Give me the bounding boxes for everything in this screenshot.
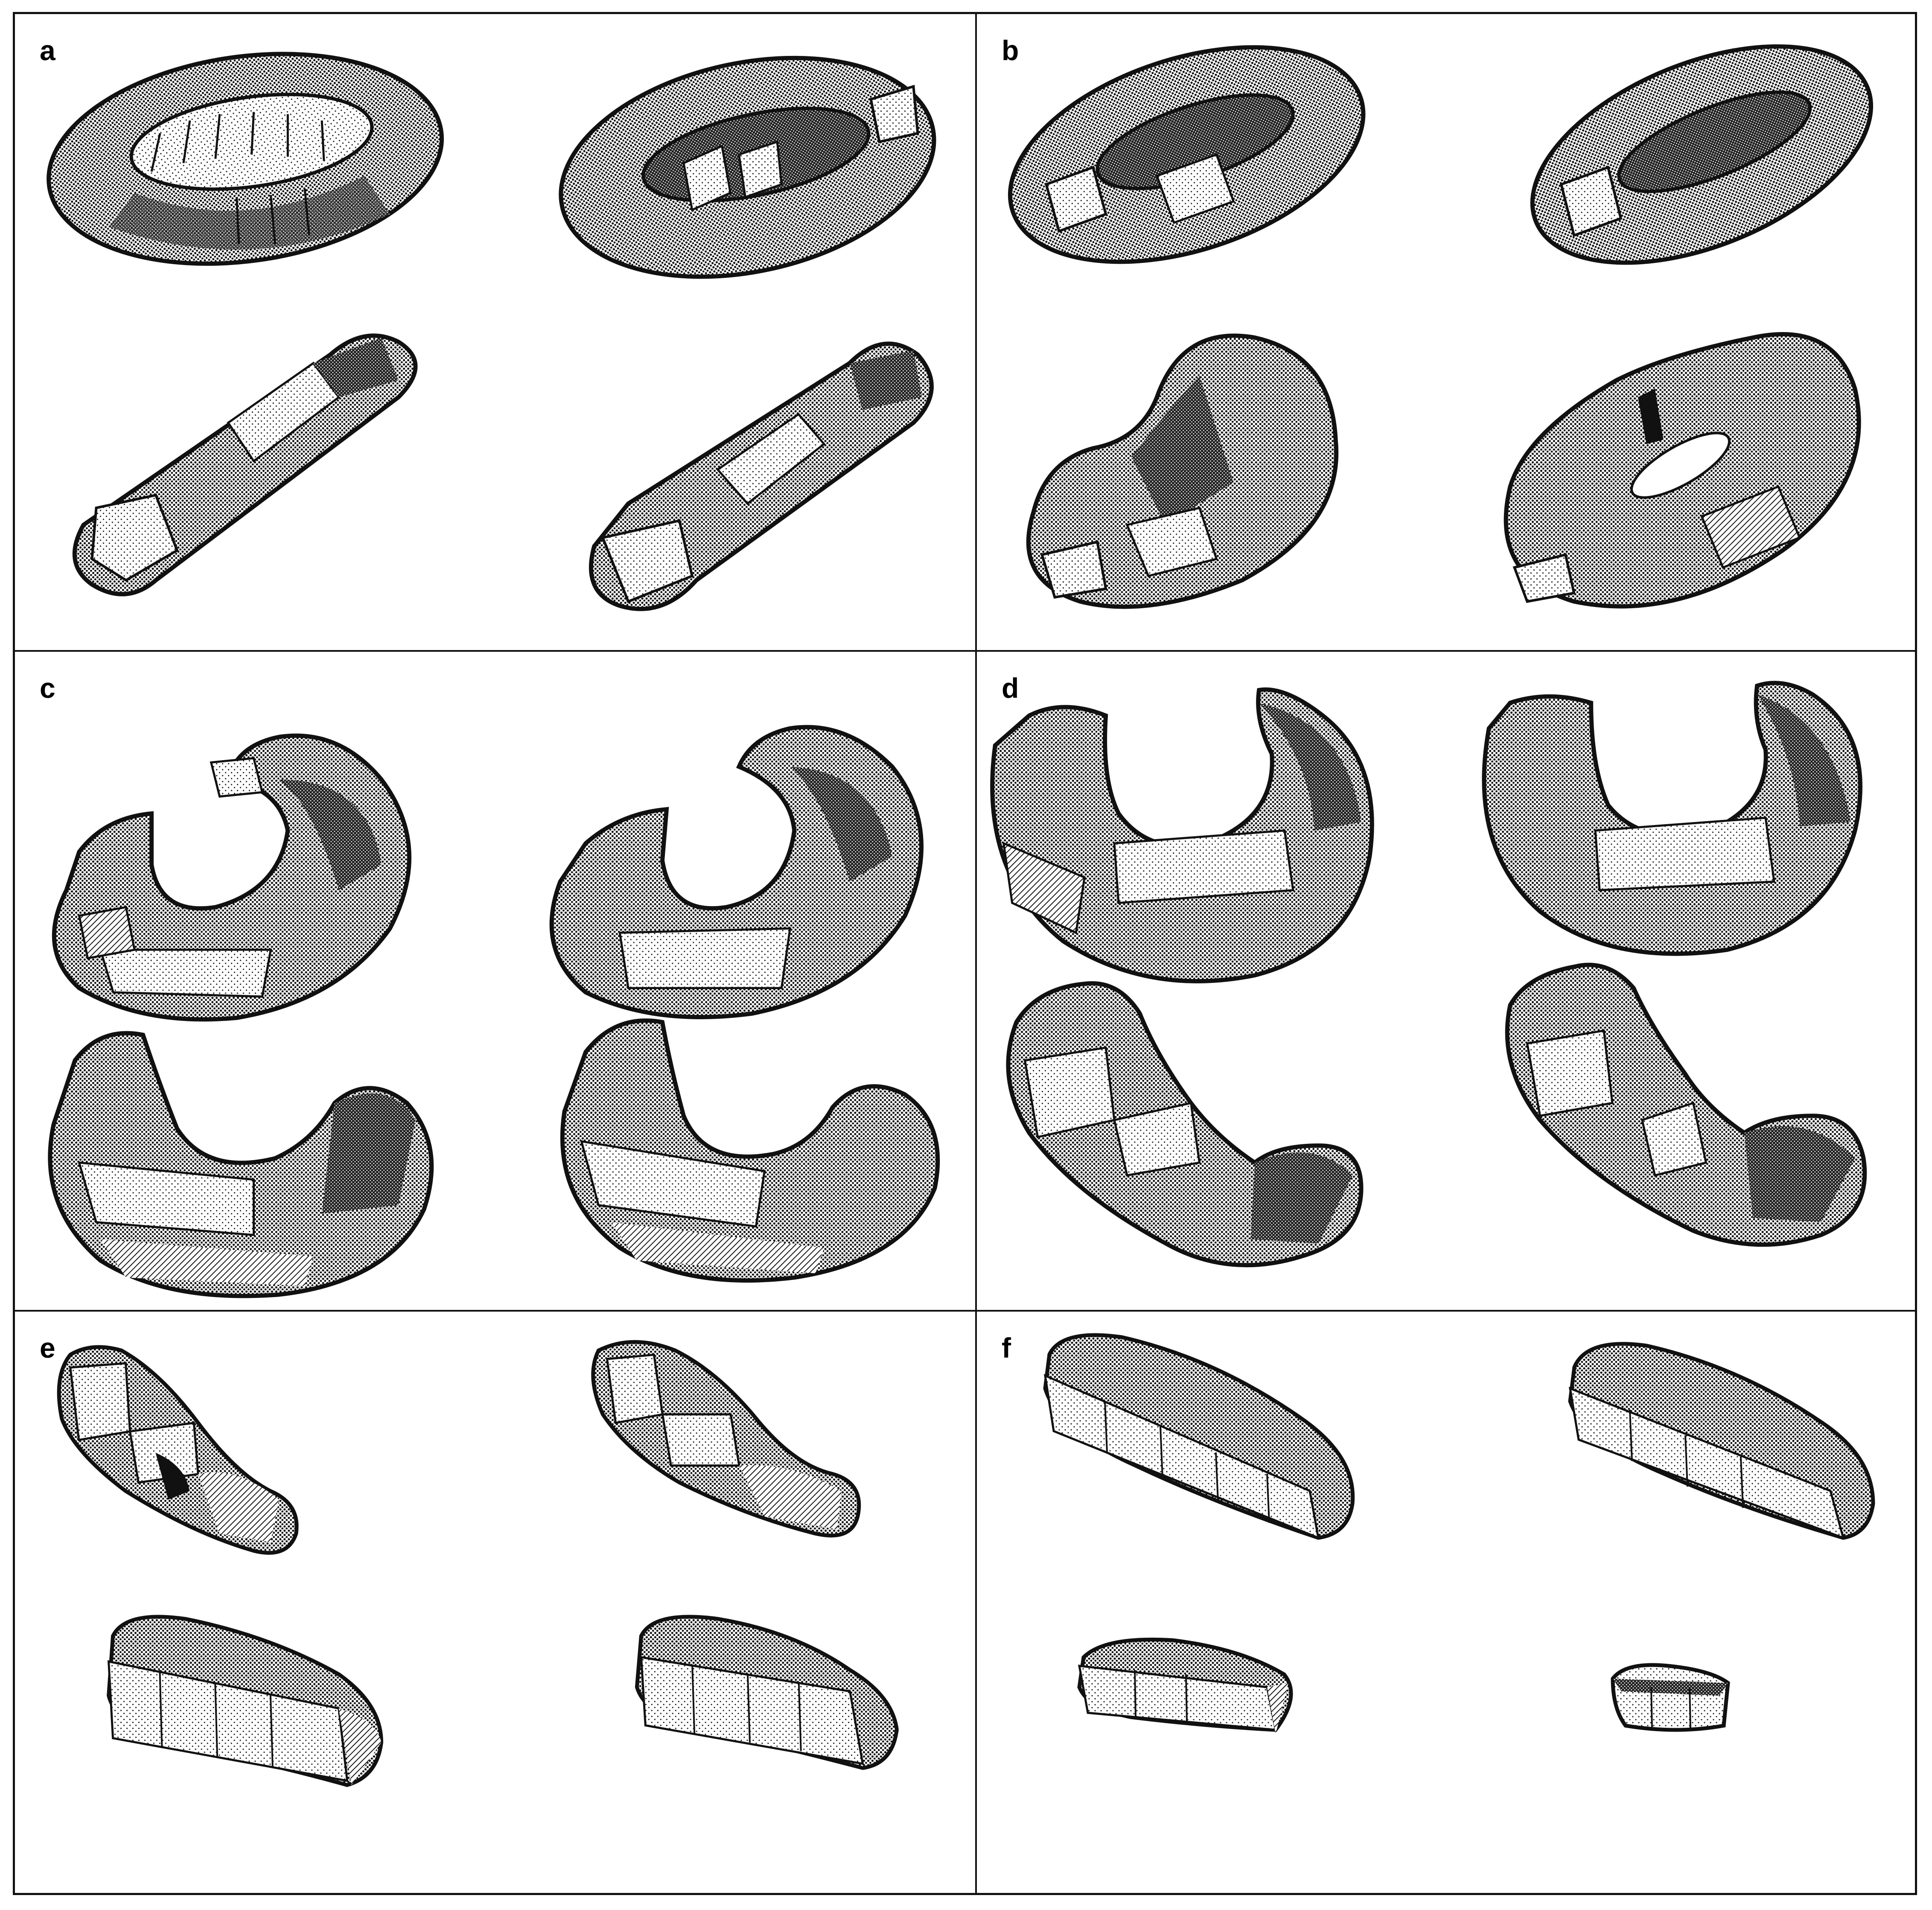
panel-label: d (1002, 672, 1019, 704)
panel-e-shapes (57, 1340, 899, 1787)
panel-d: d (977, 652, 1915, 1312)
panel-f-shapes (1043, 1333, 1875, 1734)
panel-a-shapes (47, 52, 936, 611)
box-shape (1611, 1663, 1730, 1732)
torus-shape (1530, 44, 1873, 265)
c-shape (549, 725, 924, 1019)
torus-shape (1008, 45, 1366, 264)
bean-shape (591, 1340, 861, 1538)
panel-label: b (1002, 35, 1019, 66)
torus-shape (47, 52, 444, 266)
panel-c: c (15, 652, 977, 1312)
panel-a: a (15, 14, 977, 652)
box-shape (635, 1615, 899, 1770)
panel-label: f (1002, 1332, 1011, 1364)
box-shape (1043, 1333, 1355, 1540)
c-shape (560, 1018, 940, 1283)
bean-shape (1006, 981, 1364, 1268)
box-shape (1077, 1637, 1293, 1734)
figure: a (13, 12, 1917, 1895)
capsule-shape (72, 333, 418, 596)
panel-label: e (40, 1332, 55, 1364)
bean-shape (57, 1345, 299, 1555)
panel-b-shapes (1008, 44, 1873, 609)
panel-b: b (977, 14, 1915, 652)
panel-label: c (40, 672, 55, 704)
u-shape (990, 687, 1374, 983)
box-shape (107, 1615, 383, 1787)
panel-e: e (15, 1312, 977, 1893)
panel-c-shapes (48, 725, 940, 1298)
capsule-shape (589, 341, 934, 611)
horseshoe-shape (1026, 333, 1339, 609)
bean-shape (1505, 962, 1867, 1247)
panel-label: a (40, 35, 55, 66)
c-shape (52, 733, 411, 1022)
box-shape (1568, 1342, 1875, 1540)
torus-shape (559, 55, 936, 279)
panel-d-shapes (990, 681, 1867, 1268)
u-shape (1482, 681, 1862, 956)
c-shape (48, 1031, 434, 1298)
torus-opening-shape (1504, 332, 1861, 609)
panel-f: f (977, 1312, 1915, 1893)
